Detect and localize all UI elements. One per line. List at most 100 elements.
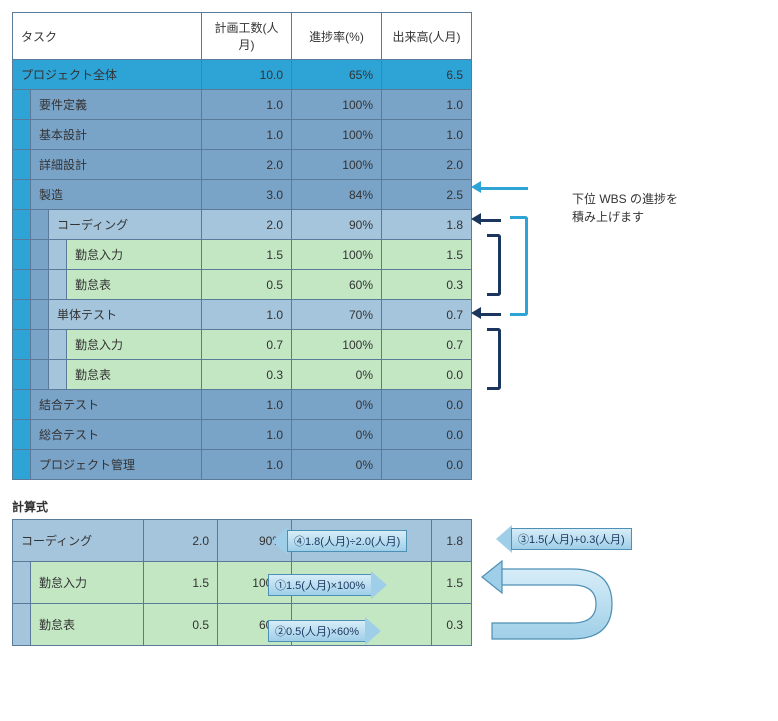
bracket-outer xyxy=(510,216,528,316)
col-progress: 進捗率(%) xyxy=(292,13,382,60)
table-row: 詳細設計2.0100%2.0 xyxy=(13,150,472,180)
table-row: 総合テスト1.00%0.0 xyxy=(13,420,472,450)
indent-stub xyxy=(49,240,67,270)
progress-cell: 100% xyxy=(292,240,382,270)
plan-cell: 3.0 xyxy=(202,180,292,210)
bracket-inner-2 xyxy=(487,328,501,390)
task-label: 総合テスト xyxy=(31,420,202,450)
table-row: 製造3.084%2.5 xyxy=(13,180,472,210)
indent-stub xyxy=(13,270,31,300)
table-row: 要件定義1.0100%1.0 xyxy=(13,90,472,120)
progress-cell: 100% xyxy=(292,150,382,180)
task-label: コーディング xyxy=(13,520,144,562)
indent-stub xyxy=(13,180,31,210)
table-row: 勤怠入力1.5100%1.5 xyxy=(13,562,472,604)
indent-stub xyxy=(31,300,49,330)
table-row: プロジェクト全体10.065%6.5 xyxy=(13,60,472,90)
table-row: コーディング2.090%1.8 xyxy=(13,210,472,240)
earned-cell: 0.7 xyxy=(382,300,472,330)
plan-cell: 2.0 xyxy=(202,150,292,180)
task-label: 勤怠入力 xyxy=(67,330,202,360)
annotation-text: 下位 WBS の進捗を 積み上げます xyxy=(572,190,678,226)
table-row: 勤怠入力0.7100%0.7 xyxy=(13,330,472,360)
earned-cell: 1.8 xyxy=(432,520,472,562)
task-label: プロジェクト管理 xyxy=(31,450,202,480)
progress-cell: 100% xyxy=(292,90,382,120)
plan-cell: 1.0 xyxy=(202,450,292,480)
progress-cell: 65% xyxy=(292,60,382,90)
progress-cell: 0% xyxy=(292,390,382,420)
earned-cell: 0.0 xyxy=(382,360,472,390)
earned-cell: 0.7 xyxy=(382,330,472,360)
indent-stub xyxy=(49,360,67,390)
progress-cell: 60% xyxy=(292,270,382,300)
wbs-header-row: タスク 計画工数(人月) 進捗率(%) 出来高(人月) xyxy=(13,13,472,60)
indent-stub xyxy=(13,300,31,330)
indent-stub xyxy=(13,360,31,390)
earned-cell: 0.0 xyxy=(382,390,472,420)
indent-stub xyxy=(13,420,31,450)
earned-cell: 1.5 xyxy=(382,240,472,270)
wbs-table: タスク 計画工数(人月) 進捗率(%) 出来高(人月) プロジェクト全体10.0… xyxy=(12,12,472,480)
earned-cell: 0.3 xyxy=(432,604,472,646)
arrow-1-label: ①1.5(人月)×100% xyxy=(268,574,372,596)
task-label: 勤怠表 xyxy=(31,604,144,646)
arrow-4-label: ④1.8(人月)÷2.0(人月) xyxy=(287,530,407,552)
task-label: 勤怠入力 xyxy=(67,240,202,270)
col-earned: 出来高(人月) xyxy=(382,13,472,60)
task-label: 単体テスト xyxy=(49,300,202,330)
indent-stub xyxy=(31,330,49,360)
bracket-inner-1-arrow xyxy=(471,213,481,225)
earned-cell: 2.5 xyxy=(382,180,472,210)
indent-stub xyxy=(13,450,31,480)
task-label: 要件定義 xyxy=(31,90,202,120)
plan-cell: 1.0 xyxy=(202,420,292,450)
plan-cell: 1.5 xyxy=(144,562,218,604)
indent-stub xyxy=(13,390,31,420)
arrow-3-label: ③1.5(人月)+0.3(人月) xyxy=(511,528,632,550)
indent-stub xyxy=(13,120,31,150)
arrow-1: ①1.5(人月)×100% xyxy=(268,571,387,599)
earned-cell: 0.3 xyxy=(382,270,472,300)
indent-stub xyxy=(31,240,49,270)
earned-cell: 1.0 xyxy=(382,90,472,120)
earned-cell: 6.5 xyxy=(382,60,472,90)
plan-cell: 10.0 xyxy=(202,60,292,90)
indent-stub xyxy=(31,210,49,240)
arrow-2: ②0.5(人月)×60% xyxy=(268,617,381,645)
annotation-line2: 積み上げます xyxy=(572,210,644,224)
task-label: コーディング xyxy=(49,210,202,240)
earned-cell: 0.0 xyxy=(382,420,472,450)
indent-stub xyxy=(13,210,31,240)
earned-cell: 1.0 xyxy=(382,120,472,150)
plan-cell: 2.0 xyxy=(202,210,292,240)
task-label: 勤怠表 xyxy=(67,270,202,300)
task-label: 詳細設計 xyxy=(31,150,202,180)
indent-stub xyxy=(31,360,49,390)
table-row: 勤怠表0.560%0.3 xyxy=(13,604,472,646)
indent-stub xyxy=(13,240,31,270)
plan-cell: 1.0 xyxy=(202,300,292,330)
table-row: 勤怠表0.560%0.3 xyxy=(13,270,472,300)
indent-stub xyxy=(49,270,67,300)
plan-cell: 0.3 xyxy=(202,360,292,390)
earned-cell: 1.5 xyxy=(432,562,472,604)
plan-cell: 2.0 xyxy=(144,520,218,562)
table-row: 結合テスト1.00%0.0 xyxy=(13,390,472,420)
calc-title: 計算式 xyxy=(12,498,772,515)
progress-cell: 90% xyxy=(292,210,382,240)
table-row: プロジェクト管理1.00%0.0 xyxy=(13,450,472,480)
earned-cell: 2.0 xyxy=(382,150,472,180)
bracket-outer-tail xyxy=(477,187,528,190)
bracket-inner-1 xyxy=(487,234,501,296)
indent-stub xyxy=(49,330,67,360)
plan-cell: 0.7 xyxy=(202,330,292,360)
plan-cell: 1.0 xyxy=(202,120,292,150)
col-task: タスク xyxy=(13,13,202,60)
bracket-inner-2-arrow xyxy=(471,307,481,319)
progress-cell: 84% xyxy=(292,180,382,210)
col-plan: 計画工数(人月) xyxy=(202,13,292,60)
table-row: 単体テスト1.070%0.7 xyxy=(13,300,472,330)
indent-stub xyxy=(13,150,31,180)
progress-cell: 100% xyxy=(292,330,382,360)
